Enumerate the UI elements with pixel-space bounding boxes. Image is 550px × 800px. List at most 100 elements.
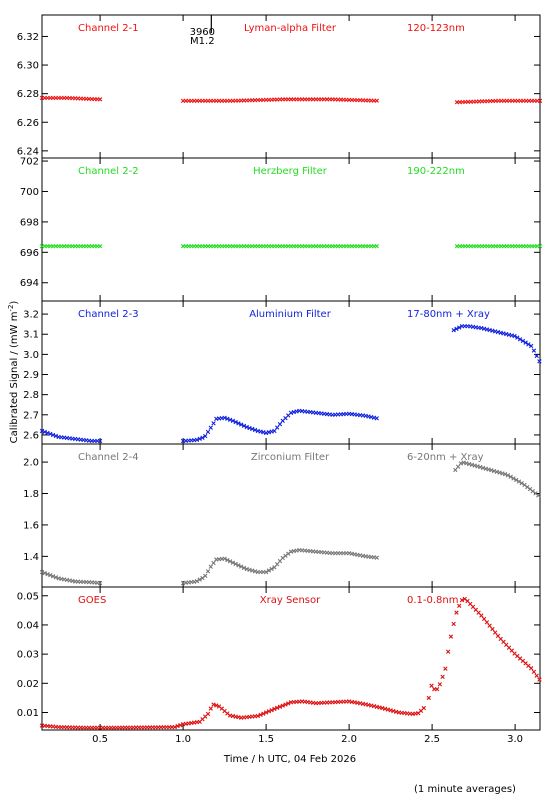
data-point: [205, 569, 211, 574]
data-point: [48, 431, 53, 437]
data-point: [445, 649, 451, 654]
data-point: [528, 343, 534, 349]
data-point: [286, 701, 291, 706]
data-point: [233, 419, 238, 425]
y-tick-label: 0.05: [17, 591, 39, 602]
data-point: [453, 467, 458, 473]
data-point: [437, 682, 443, 687]
data-point: [374, 98, 379, 103]
data-point: [374, 555, 379, 560]
data-point: [374, 416, 379, 421]
data-point: [515, 335, 520, 340]
data-point: [454, 610, 459, 615]
data-point: [443, 666, 448, 671]
y-tick-label: 6.28: [17, 89, 39, 100]
filter-label: Xray Sensor: [260, 595, 321, 606]
data-point: [455, 464, 461, 469]
data-point: [537, 244, 543, 249]
data-point: [205, 429, 211, 435]
data-point: [42, 429, 47, 435]
data-point: [225, 557, 230, 563]
y-tick-label: 6.32: [17, 32, 39, 43]
data-point: [48, 573, 53, 578]
y-tick-label: 2.7: [23, 410, 39, 421]
data-point: [97, 438, 103, 444]
data-point: [517, 337, 523, 342]
data-point: [203, 433, 208, 439]
event-marker: 3960 M1.2: [190, 15, 215, 47]
data-point: [272, 428, 277, 434]
data-point: [241, 565, 247, 571]
y-axis-label-close: ): [9, 301, 20, 305]
data-point: [222, 415, 227, 421]
data-point: [429, 683, 434, 688]
data-point: [227, 559, 233, 564]
data-point: [247, 425, 252, 431]
data-point: [263, 569, 269, 575]
data-point: [45, 430, 50, 436]
data-point: [454, 326, 459, 332]
data-point: [211, 421, 216, 426]
data-point: [421, 705, 426, 711]
channel-label: Channel 2-2: [78, 166, 139, 177]
data-point: [230, 418, 236, 424]
panel-2: 694 696 698 700 702 Channel 2-2 Herzberg Filte…: [20, 157, 543, 302]
data-point: [487, 623, 492, 628]
channel-label: GOES: [78, 595, 106, 606]
data-point: [492, 630, 498, 635]
data-point: [523, 340, 528, 345]
data-point: [97, 580, 103, 586]
data-point: [526, 342, 531, 347]
y-tick-label: 694: [20, 278, 39, 289]
data-point: [534, 353, 539, 359]
panel-5: 0.01 0.02 0.03 0.04 0.05 0.5 1.0 1.5 2.0 2.5 3.0 GO…: [17, 586, 542, 745]
series-points: [39, 323, 542, 444]
data-point: [528, 666, 534, 671]
y-axis-label-main: Calibrated Signal / (mW m: [9, 312, 20, 444]
data-point: [283, 702, 288, 707]
y-tick-label: 2.0: [23, 458, 39, 469]
y-tick-label: 702: [20, 157, 39, 168]
data-point: [208, 564, 213, 569]
data-point: [172, 724, 177, 730]
filter-label: Herzberg Filter: [253, 166, 328, 177]
data-point: [536, 493, 541, 498]
data-point: [531, 669, 537, 675]
data-point: [531, 348, 537, 353]
y-tick-label: 1.4: [23, 552, 39, 563]
x-tick-label: 2.0: [341, 734, 357, 745]
data-point: [514, 477, 519, 483]
data-point: [227, 417, 233, 423]
y-tick-label: 0.01: [17, 708, 39, 719]
data-point: [230, 560, 236, 565]
data-point: [53, 575, 59, 580]
data-point: [537, 359, 542, 364]
data-point: [374, 244, 379, 249]
data-point: [178, 722, 183, 728]
channel-label: Channel 2-1: [78, 23, 139, 34]
data-point: [244, 424, 249, 430]
x-tick-label: 1.0: [175, 734, 191, 745]
x-tick-label: 3.0: [507, 734, 523, 745]
data-point: [239, 422, 244, 427]
panel-stack: 6.24 6.26 6.28 6.30 6.32 Channel 2-1 Lyman-alp…: [17, 14, 543, 745]
panel-4: 1.4 1.6 1.8 2.0 Channel 2-4 Zirconium Filter 6…: [23, 443, 541, 588]
band-label: 17-80nm + Xray: [407, 309, 490, 320]
data-point: [451, 621, 456, 627]
data-point: [205, 711, 211, 717]
data-point: [537, 677, 542, 682]
band-label: 6-20nm + Xray: [407, 452, 484, 463]
data-point: [512, 333, 517, 339]
data-point: [451, 328, 456, 333]
data-point: [426, 695, 431, 701]
data-point: [511, 476, 516, 481]
data-point: [194, 437, 200, 442]
y-tick-label: 1.6: [23, 520, 39, 531]
y-tick-label: 0.02: [17, 679, 39, 690]
data-point: [261, 711, 266, 716]
y-tick-label: 6.24: [17, 146, 39, 157]
data-point: [211, 560, 216, 566]
data-point: [516, 479, 522, 484]
data-point: [490, 626, 495, 632]
